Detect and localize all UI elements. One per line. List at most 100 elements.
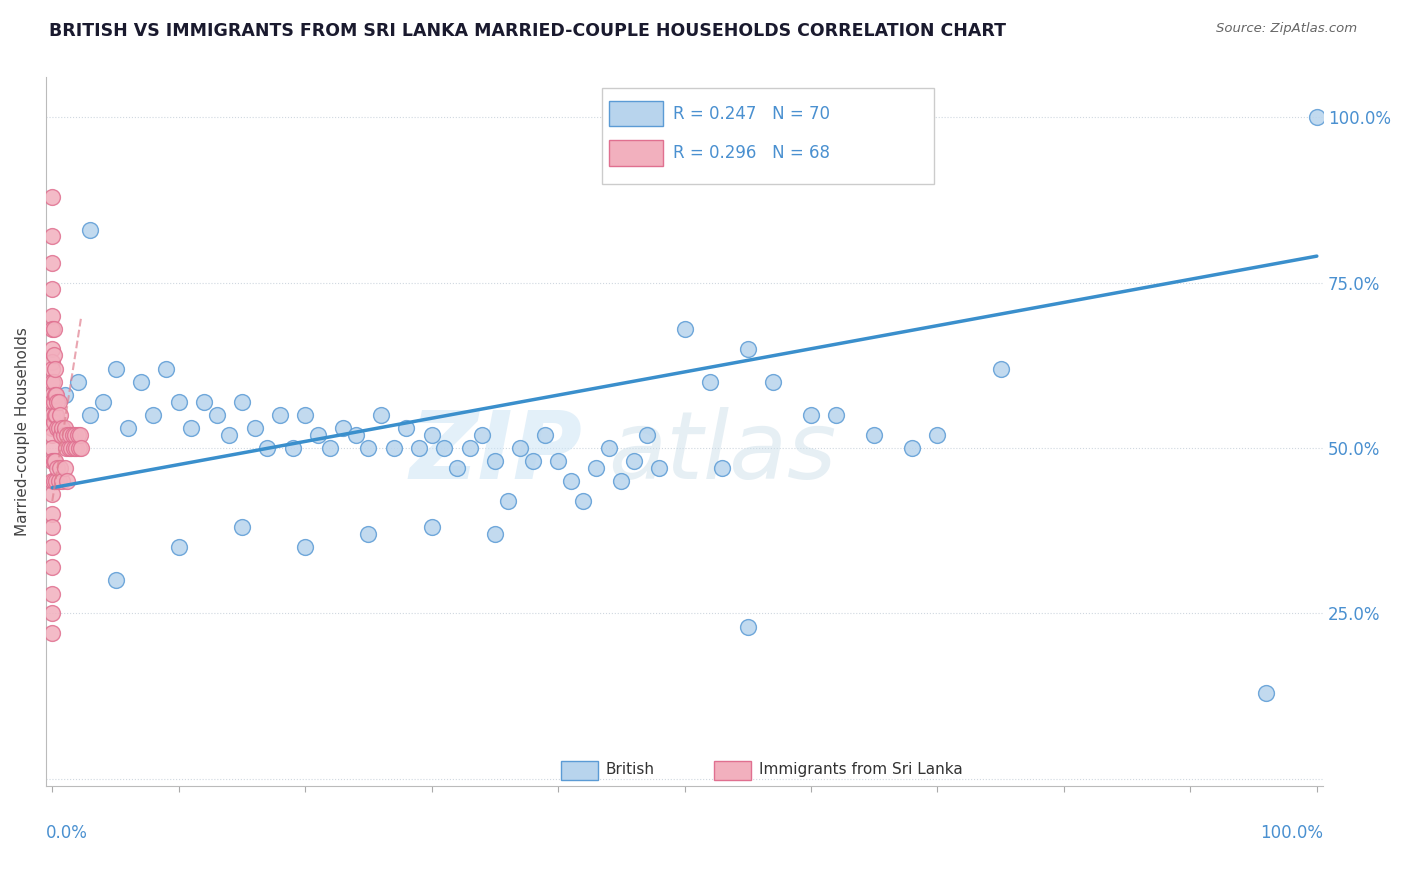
Point	[484, 454, 506, 468]
Point	[41, 342, 63, 356]
Point	[446, 461, 468, 475]
Point	[281, 441, 304, 455]
Point	[59, 427, 82, 442]
Point	[1306, 110, 1329, 124]
Point	[42, 348, 65, 362]
Point	[41, 282, 63, 296]
Point	[269, 408, 291, 422]
Point	[673, 322, 696, 336]
Point	[41, 487, 63, 501]
Text: Immigrants from Sri Lanka: Immigrants from Sri Lanka	[759, 763, 962, 778]
Point	[42, 322, 65, 336]
Point	[901, 441, 924, 455]
Point	[48, 421, 70, 435]
Point	[294, 541, 316, 555]
Point	[395, 421, 418, 435]
Point	[48, 394, 70, 409]
Y-axis label: Married-couple Households: Married-couple Households	[15, 327, 30, 536]
Point	[370, 408, 392, 422]
Point	[458, 441, 481, 455]
Point	[44, 454, 66, 468]
Point	[243, 421, 266, 435]
Point	[762, 375, 785, 389]
Point	[46, 461, 69, 475]
Point	[104, 574, 127, 588]
Point	[142, 408, 165, 422]
Point	[41, 408, 63, 422]
Point	[62, 427, 84, 442]
Point	[231, 394, 253, 409]
Point	[41, 388, 63, 402]
Point	[41, 189, 63, 203]
Point	[41, 607, 63, 621]
Point	[53, 421, 76, 435]
Point	[65, 441, 87, 455]
Point	[66, 427, 89, 442]
Point	[53, 461, 76, 475]
Point	[60, 441, 83, 455]
Point	[41, 309, 63, 323]
Point	[509, 441, 531, 455]
Point	[49, 427, 72, 442]
Point	[332, 421, 354, 435]
Point	[41, 375, 63, 389]
Point	[167, 394, 190, 409]
Point	[42, 394, 65, 409]
Point	[471, 427, 494, 442]
Point	[41, 427, 63, 442]
Point	[610, 474, 633, 488]
Point	[433, 441, 456, 455]
Point	[117, 421, 139, 435]
Point	[41, 421, 63, 435]
Point	[218, 427, 240, 442]
Text: atlas: atlas	[607, 408, 837, 499]
Point	[45, 408, 67, 422]
Text: British: British	[606, 763, 654, 778]
Point	[49, 461, 72, 475]
Point	[357, 441, 380, 455]
Point	[382, 441, 405, 455]
Point	[800, 408, 823, 422]
Point	[104, 361, 127, 376]
Point	[66, 375, 89, 389]
FancyBboxPatch shape	[714, 762, 751, 780]
Point	[41, 361, 63, 376]
Point	[41, 394, 63, 409]
Point	[41, 322, 63, 336]
Point	[44, 361, 66, 376]
Text: R = 0.247   N = 70: R = 0.247 N = 70	[673, 104, 830, 122]
FancyBboxPatch shape	[602, 88, 934, 184]
Point	[41, 474, 63, 488]
Point	[41, 520, 63, 534]
Point	[53, 388, 76, 402]
Point	[42, 454, 65, 468]
Point	[420, 427, 443, 442]
Point	[70, 441, 93, 455]
Point	[522, 454, 544, 468]
Point	[585, 461, 607, 475]
Point	[46, 394, 69, 409]
Point	[648, 461, 671, 475]
Point	[41, 560, 63, 574]
Point	[256, 441, 278, 455]
Point	[41, 256, 63, 270]
Point	[48, 474, 70, 488]
Point	[79, 222, 101, 236]
Text: ZIP: ZIP	[409, 407, 582, 499]
Point	[44, 408, 66, 422]
Text: Source: ZipAtlas.com: Source: ZipAtlas.com	[1216, 22, 1357, 36]
Point	[44, 388, 66, 402]
Point	[357, 527, 380, 541]
Point	[319, 441, 342, 455]
FancyBboxPatch shape	[609, 101, 662, 127]
Point	[180, 421, 202, 435]
Point	[205, 408, 228, 422]
Point	[193, 394, 215, 409]
Point	[41, 229, 63, 244]
Point	[711, 461, 734, 475]
Point	[307, 427, 329, 442]
Point	[231, 520, 253, 534]
Point	[42, 415, 65, 429]
Point	[51, 474, 73, 488]
Point	[41, 441, 63, 455]
